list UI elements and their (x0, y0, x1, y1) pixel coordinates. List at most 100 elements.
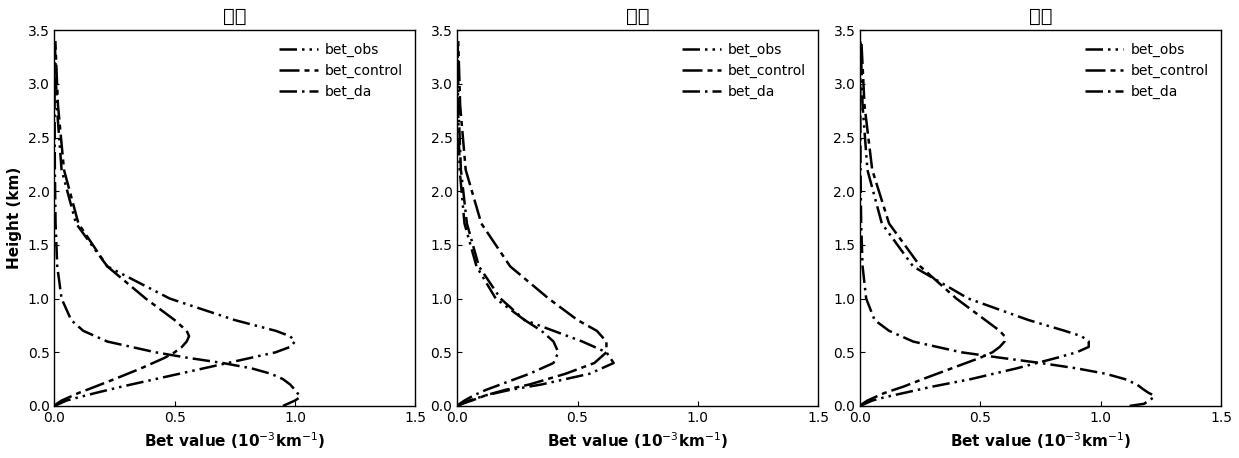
bet_control (182, 333, 197, 339)
bet_obs (457, 221, 472, 226)
bet_control (598, 339, 613, 344)
bet_obs (865, 398, 880, 403)
bet_obs (59, 398, 74, 403)
bet_obs (1069, 349, 1084, 355)
X-axis label: Bet value (10$^{-3}$km$^{-1}$): Bet value (10$^{-3}$km$^{-1}$) (548, 431, 729, 451)
bet_da (992, 355, 1007, 360)
bet_da (1118, 376, 1132, 382)
bet_obs (875, 221, 890, 226)
bet_obs (55, 167, 69, 173)
bet_control (139, 296, 154, 301)
bet_control (882, 221, 897, 226)
Line: bet_control: bet_control (860, 41, 1005, 406)
Y-axis label: Height (km): Height (km) (7, 167, 22, 269)
bet_control (865, 167, 880, 173)
bet_da (55, 296, 69, 301)
bet_control (71, 221, 85, 226)
Line: bet_obs: bet_obs (457, 41, 613, 406)
bet_da (522, 371, 536, 376)
bet_da (50, 264, 64, 269)
bet_da (906, 339, 921, 344)
bet_obs (852, 403, 867, 409)
bet_da (48, 221, 63, 226)
bet_obs (926, 384, 940, 389)
bet_control (877, 390, 892, 396)
bet_control (896, 384, 911, 389)
bet_control (458, 167, 473, 173)
Line: bet_da: bet_da (55, 41, 300, 406)
bet_da (854, 221, 869, 226)
Line: bet_obs: bet_obs (860, 41, 1089, 406)
bet_control (47, 403, 62, 409)
bet_obs (1049, 355, 1064, 360)
bet_obs (877, 395, 892, 400)
bet_obs (575, 339, 590, 344)
bet_control (992, 328, 1007, 333)
bet_da (546, 360, 561, 366)
bet_control (913, 264, 928, 269)
bet_da (1130, 382, 1145, 387)
bet_control (455, 401, 470, 407)
bet_da (275, 403, 290, 409)
bet_control (451, 38, 466, 44)
bet_control (587, 360, 602, 366)
bet_obs (606, 360, 621, 366)
bet_da (534, 328, 549, 333)
X-axis label: Bet value (10$^{-3}$km$^{-1}$): Bet value (10$^{-3}$km$^{-1}$) (144, 431, 326, 451)
bet_control (498, 387, 513, 393)
bet_da (287, 387, 302, 393)
bet_control (473, 221, 488, 226)
bet_control (522, 382, 536, 387)
bet_control (71, 390, 85, 396)
bet_obs (488, 296, 503, 301)
bet_da (546, 339, 561, 344)
Line: bet_da: bet_da (457, 41, 559, 406)
bet_da (100, 339, 115, 344)
bet_control (570, 317, 585, 323)
bet_obs (88, 390, 103, 396)
bet_obs (598, 349, 613, 355)
bet_control (62, 395, 77, 400)
Title: 房山: 房山 (626, 7, 649, 26)
bet_control (949, 296, 964, 301)
bet_obs (534, 382, 549, 387)
bet_obs (452, 167, 467, 173)
bet_control (107, 376, 121, 382)
bet_da (47, 167, 62, 173)
bet_obs (450, 403, 465, 409)
bet_obs (451, 103, 466, 108)
bet_obs (162, 296, 177, 301)
bet_control (978, 317, 992, 323)
bet_obs (1082, 344, 1097, 349)
bet_control (992, 344, 1007, 349)
Line: bet_control: bet_control (55, 41, 190, 406)
bet_da (244, 365, 259, 371)
bet_da (551, 349, 566, 355)
bet_da (76, 328, 90, 333)
bet_da (854, 167, 869, 173)
bet_control (503, 264, 518, 269)
bet_obs (896, 390, 911, 396)
bet_obs (114, 384, 129, 389)
bet_obs (269, 349, 284, 355)
bet_da (290, 390, 305, 396)
bet_obs (282, 344, 297, 349)
bet_control (944, 365, 959, 371)
bet_control (157, 355, 172, 360)
bet_control (852, 403, 867, 409)
bet_control (558, 371, 572, 376)
bet_da (282, 382, 297, 387)
bet_da (280, 401, 295, 407)
bet_obs (1057, 328, 1072, 333)
bet_obs (71, 395, 85, 400)
X-axis label: Bet value (10$^{-3}$km$^{-1}$): Bet value (10$^{-3}$km$^{-1}$) (950, 431, 1131, 451)
bet_control (973, 355, 987, 360)
bet_da (287, 398, 302, 403)
bet_da (453, 167, 468, 173)
bet_obs (100, 264, 115, 269)
bet_da (180, 355, 195, 360)
bet_obs (1021, 317, 1036, 323)
bet_da (147, 349, 162, 355)
bet_da (47, 38, 62, 44)
bet_da (1146, 395, 1161, 400)
